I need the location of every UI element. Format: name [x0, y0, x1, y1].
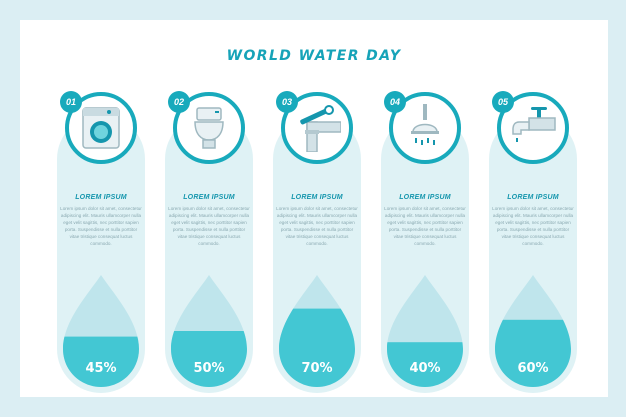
page-title: WORLD WATER DAY [226, 48, 402, 64]
water-drop-1 [63, 275, 139, 387]
percent-label-2: 50% [193, 361, 225, 376]
item-text-1: Lorem ipsum dolor sit amet, consectetur … [60, 206, 142, 246]
water-drop-2 [171, 275, 247, 387]
pipe-wrench-icon [300, 105, 341, 152]
step-number-4: 04 [384, 91, 406, 113]
water-drop-5 [495, 275, 571, 387]
item-heading-2: LOREM IPSUM [183, 194, 235, 201]
item-text-4: Lorem ipsum dolor sit amet, consectetur … [384, 206, 466, 246]
item-heading-1: LOREM IPSUM [75, 194, 127, 201]
step-number-3: 03 [276, 91, 298, 113]
water-drop-3 [279, 275, 355, 387]
step-number-5: 05 [492, 91, 514, 113]
water-level-3 [279, 308, 355, 387]
item-text-3: Lorem ipsum dolor sit amet, consectetur … [276, 206, 358, 246]
icon-circle-1 [65, 92, 137, 164]
item-text-2: Lorem ipsum dolor sit amet, consectetur … [168, 206, 250, 246]
shower-icon [411, 104, 439, 145]
percent-label-1: 45% [85, 361, 117, 376]
infographic-card: WORLD WATER DAY 01 LOREM IPSUM Lorem ips… [20, 20, 608, 397]
percent-label-5: 60% [517, 361, 549, 376]
item-heading-3: LOREM IPSUM [291, 194, 343, 201]
faucet-icon [512, 107, 556, 142]
water-level-5 [495, 319, 571, 387]
washing-machine-icon [82, 107, 120, 149]
percent-label-4: 40% [409, 361, 441, 376]
toilet-icon [194, 107, 224, 149]
step-number-2: 02 [168, 91, 190, 113]
step-number-1: 01 [60, 91, 82, 113]
item-heading-5: LOREM IPSUM [507, 194, 559, 201]
water-drop-4 [387, 275, 463, 387]
item-text-5: Lorem ipsum dolor sit amet, consectetur … [492, 206, 574, 246]
item-heading-4: LOREM IPSUM [399, 194, 451, 201]
percent-label-3: 70% [301, 361, 333, 376]
